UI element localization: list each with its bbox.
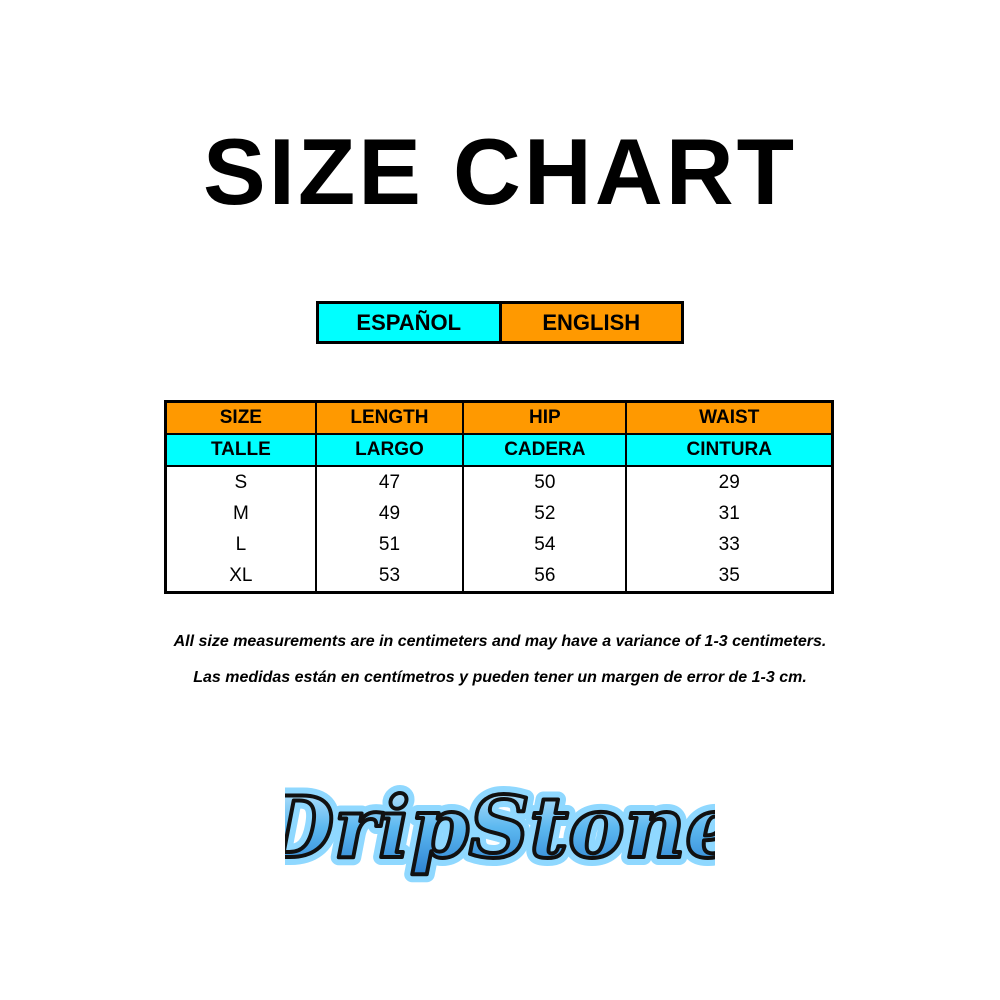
page-title: SIZE CHART xyxy=(203,119,797,224)
table-cell: 31 xyxy=(625,498,833,529)
header-cell: LENGTH xyxy=(314,401,464,435)
note-spanish: Las medidas están en centímetros y puede… xyxy=(193,669,807,686)
logo-text: DripStone xyxy=(285,778,715,877)
header-row-english: SIZE LENGTH HIP WAIST xyxy=(165,401,833,435)
logo-glow: DripStone xyxy=(285,778,715,877)
table-cell: 52 xyxy=(462,498,627,529)
table-cell: 56 xyxy=(462,560,627,593)
table-cell: S xyxy=(234,471,248,493)
header-cell: HIP xyxy=(462,401,627,435)
size-table: SIZE LENGTH HIP WAIST TALLE LARGO CADERA… xyxy=(164,400,834,594)
header-cell: LARGO xyxy=(314,434,464,467)
table-cell: 53 xyxy=(314,560,464,593)
table-row: XL 53 56 35 xyxy=(166,560,833,593)
header-cell: TALLE xyxy=(165,434,316,467)
table-cell: 51 xyxy=(314,529,464,560)
table-row: M 49 52 31 xyxy=(166,498,833,529)
table-cell: 29 xyxy=(625,466,833,498)
table-row: S 47 50 29 xyxy=(166,466,833,498)
header-cell: CADERA xyxy=(462,434,627,467)
header-cell: WAIST xyxy=(625,401,833,435)
table-cell: L xyxy=(235,533,247,555)
table-cell: 33 xyxy=(625,529,833,560)
header-cell: SIZE xyxy=(165,401,316,435)
brand-logo: DripStone DripStone xyxy=(285,770,715,885)
language-english-button[interactable]: ENGLISH xyxy=(501,304,681,341)
table-cell: XL xyxy=(229,564,253,586)
table-cell: 35 xyxy=(625,560,833,593)
note-english: All size measurements are in centimeters… xyxy=(173,633,827,650)
table-cell: 47 xyxy=(314,466,464,498)
header-row-spanish: TALLE LARGO CADERA CINTURA xyxy=(165,434,833,467)
header-cell: CINTURA xyxy=(625,434,833,467)
language-toggle: ESPAÑOL ENGLISH xyxy=(316,301,684,344)
table-cell: M xyxy=(232,502,249,524)
table-cell: 54 xyxy=(462,529,627,560)
table-cell: 50 xyxy=(462,466,627,498)
table-cell: 49 xyxy=(314,498,464,529)
language-spanish-button[interactable]: ESPAÑOL xyxy=(319,304,502,341)
table-row: L 51 54 33 xyxy=(166,529,833,560)
